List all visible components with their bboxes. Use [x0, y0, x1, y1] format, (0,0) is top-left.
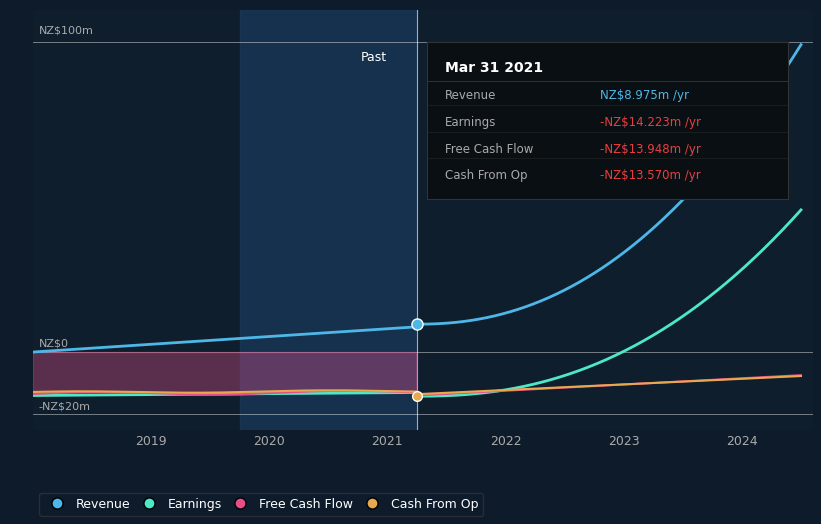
Text: Revenue: Revenue [445, 89, 497, 102]
Text: -NZ$20m: -NZ$20m [39, 401, 91, 411]
Text: Mar 31 2021: Mar 31 2021 [445, 61, 544, 75]
Text: Earnings: Earnings [445, 116, 497, 129]
Text: NZ$0: NZ$0 [39, 339, 69, 349]
Text: NZ$100m: NZ$100m [39, 25, 94, 35]
Text: Past: Past [361, 51, 388, 64]
Text: -NZ$14.223m /yr: -NZ$14.223m /yr [600, 116, 701, 129]
Text: -NZ$13.948m /yr: -NZ$13.948m /yr [600, 143, 701, 156]
Text: Cash From Op: Cash From Op [445, 169, 527, 182]
Text: -NZ$13.570m /yr: -NZ$13.570m /yr [600, 169, 701, 182]
Bar [240, 10, 417, 430]
Text: NZ$8.975m /yr: NZ$8.975m /yr [600, 89, 690, 102]
Text: Free Cash Flow: Free Cash Flow [445, 143, 534, 156]
Legend: Revenue, Earnings, Free Cash Flow, Cash From Op: Revenue, Earnings, Free Cash Flow, Cash … [39, 493, 484, 516]
Text: Analysts Forecasts: Analysts Forecasts [434, 51, 551, 64]
